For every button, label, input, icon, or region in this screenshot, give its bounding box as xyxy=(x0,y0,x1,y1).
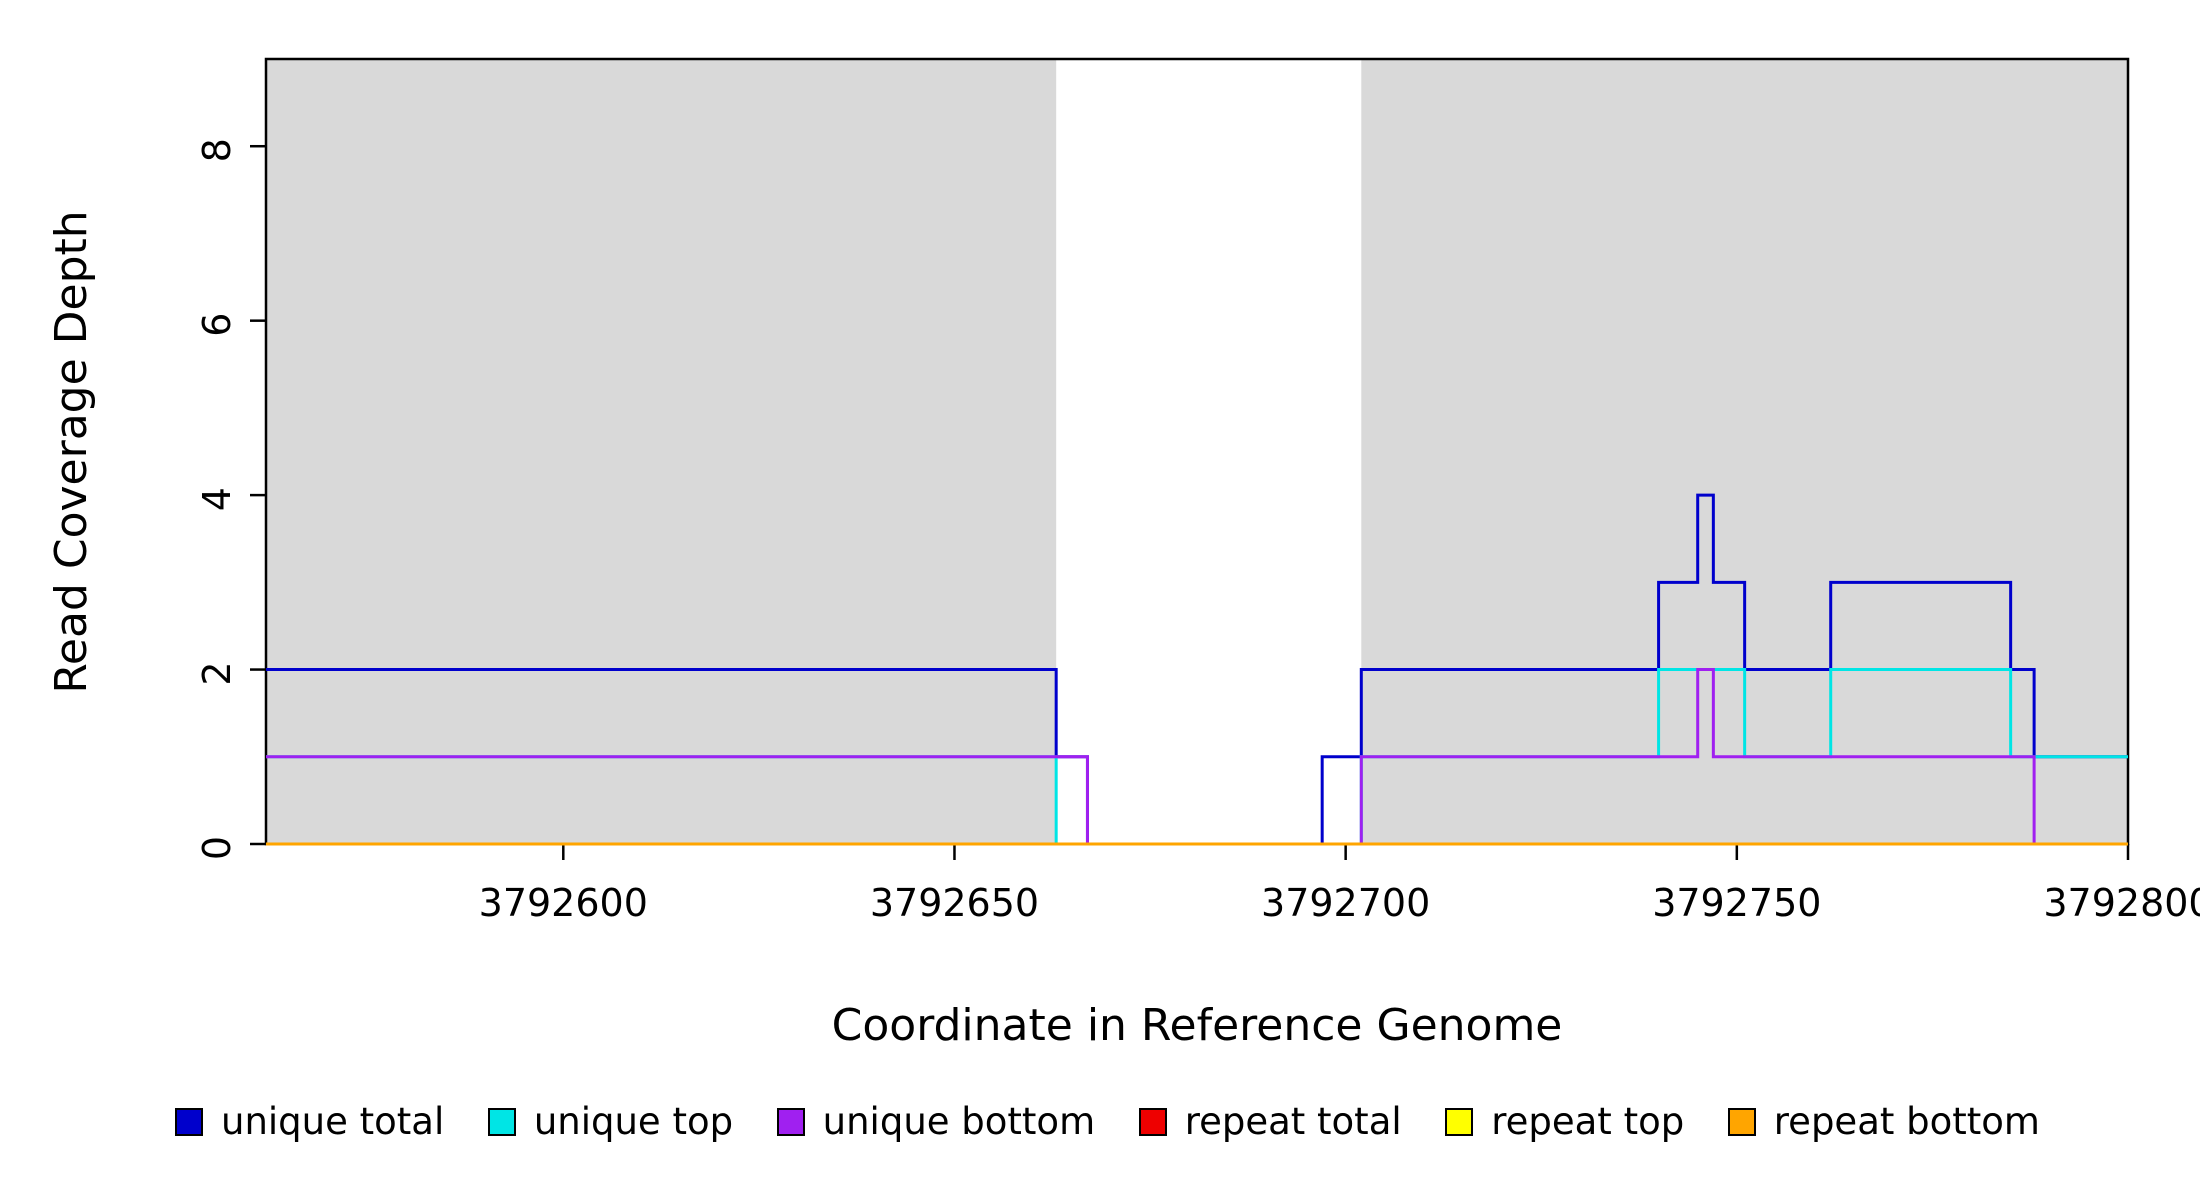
x-tick-label: 3792600 xyxy=(479,881,648,925)
x-tick-label: 3792800 xyxy=(2043,881,2200,925)
x-tick-label: 3792700 xyxy=(1261,881,1430,925)
x-tick-label: 3792650 xyxy=(870,881,1039,925)
legend-label: unique total xyxy=(221,1100,445,1143)
y-tick-label: 4 xyxy=(195,487,239,511)
legend-swatch-icon xyxy=(487,1107,516,1136)
series-unique-bottom xyxy=(266,668,2128,846)
y-tick-label: 6 xyxy=(195,313,239,337)
axes: 3792600 3792650 3792700 3792750 3792800 0 2 4 6 8 xyxy=(195,138,2200,925)
y-tick-label: 0 xyxy=(195,836,239,860)
series-lines xyxy=(266,493,2128,846)
x-tick-label: 3792750 xyxy=(1652,881,1821,925)
y-tick-label: 2 xyxy=(195,661,239,685)
x-axis-title: Coordinate in Reference Genome xyxy=(832,1000,1563,1051)
legend-swatch-icon xyxy=(1445,1107,1474,1136)
legend-label: unique top xyxy=(533,1100,734,1143)
legend-item-repeat-total: repeat total xyxy=(1138,1100,1402,1143)
legend-label: repeat top xyxy=(1491,1100,1685,1143)
legend-swatch-icon xyxy=(175,1107,203,1136)
legend-label: unique bottom xyxy=(822,1100,1096,1143)
legend-item-repeat-bottom: repeat bottom xyxy=(1727,1100,2040,1143)
legend-label: repeat bottom xyxy=(1773,1100,2040,1143)
shaded-regions xyxy=(266,59,2128,844)
chart-legend: unique total unique top unique bottom repea… xyxy=(175,1100,2040,1143)
legend-swatch-icon xyxy=(1727,1107,1756,1136)
shaded-region xyxy=(266,59,1057,844)
y-axis-title: Read Coverage Depth xyxy=(46,210,97,693)
y-tick-label: 8 xyxy=(195,138,239,162)
legend-swatch-icon xyxy=(776,1107,805,1136)
legend-item-repeat-top: repeat top xyxy=(1445,1100,1684,1143)
legend-label: repeat total xyxy=(1184,1100,1402,1143)
legend-item-unique-top: unique top xyxy=(487,1100,734,1143)
legend-swatch-icon xyxy=(1138,1107,1167,1136)
legend-item-unique-total: unique total xyxy=(175,1100,444,1143)
legend-item-unique-bottom: unique bottom xyxy=(776,1100,1096,1143)
